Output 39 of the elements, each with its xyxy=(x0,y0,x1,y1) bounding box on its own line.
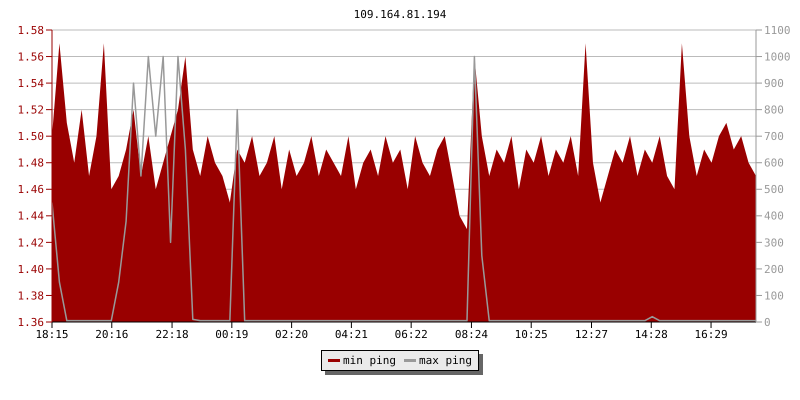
y-tick-label: 1.38 xyxy=(18,289,44,302)
y-tick-label: 1.56 xyxy=(18,50,44,64)
y2-tick-label: 900 xyxy=(764,76,784,90)
y-tick-label: 1.52 xyxy=(18,104,44,117)
y2-tick-label: 300 xyxy=(764,236,784,250)
x-tick-label: 14:28 xyxy=(634,328,668,341)
x-tick-label: 12:27 xyxy=(574,328,608,341)
legend-label: min ping xyxy=(342,354,396,367)
y2-tick-label: 800 xyxy=(764,104,784,117)
y2-tick-label: 200 xyxy=(764,262,784,276)
x-tick-label: 18:15 xyxy=(35,328,69,341)
chart-title: 109.164.81.194 xyxy=(354,8,446,21)
x-tick-label: 20:16 xyxy=(95,328,128,341)
x-tick-label: 02:20 xyxy=(275,328,308,341)
x-tick-label: 00:19 xyxy=(215,328,248,341)
y2-tick-label: 500 xyxy=(764,183,784,196)
x-tick-label: 08:24 xyxy=(454,328,488,341)
y-tick-label: 1.58 xyxy=(18,24,44,37)
legend-label: max ping xyxy=(418,354,472,367)
x-tick-label: 22:18 xyxy=(155,328,189,341)
y2-tick-label: 1000 xyxy=(764,50,790,64)
y-tick-label: 1.50 xyxy=(18,130,44,144)
y2-tick-label: 700 xyxy=(764,130,784,144)
y-tick-label: 1.36 xyxy=(18,316,44,329)
x-tick-label: 16:29 xyxy=(694,328,728,341)
y-tick-label: 1.42 xyxy=(18,236,44,250)
x-tick-label: 04:21 xyxy=(334,328,368,341)
y2-tick-label: 400 xyxy=(764,210,784,223)
y-tick-label: 1.44 xyxy=(18,210,44,223)
y-tick-label: 1.46 xyxy=(18,183,44,196)
y2-tick-label: 100 xyxy=(764,289,784,302)
y-tick-label: 1.48 xyxy=(18,156,44,170)
y2-tick-label: 1100 xyxy=(764,24,790,37)
y-tick-label: 1.54 xyxy=(18,76,44,90)
y-tick-label: 1.40 xyxy=(18,262,44,276)
x-tick-label: 06:22 xyxy=(394,328,428,341)
y2-tick-label: 0 xyxy=(764,316,771,329)
x-tick-label: 10:25 xyxy=(514,328,548,341)
y2-tick-label: 600 xyxy=(764,156,784,170)
